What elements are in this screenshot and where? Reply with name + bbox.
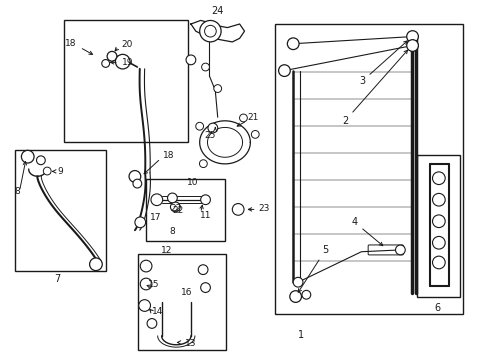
Text: 23: 23 <box>258 204 269 213</box>
Circle shape <box>207 123 217 133</box>
Text: 10: 10 <box>186 178 198 187</box>
Text: 7: 7 <box>55 274 61 284</box>
Circle shape <box>167 193 177 203</box>
Text: 25: 25 <box>203 131 215 140</box>
Circle shape <box>199 160 207 167</box>
Circle shape <box>204 25 216 37</box>
Text: 15: 15 <box>148 280 159 289</box>
Text: 12: 12 <box>161 246 172 255</box>
Circle shape <box>151 194 163 206</box>
Circle shape <box>37 156 45 165</box>
Circle shape <box>239 114 247 122</box>
Circle shape <box>287 38 299 50</box>
Text: 14: 14 <box>152 307 163 316</box>
Circle shape <box>432 237 444 249</box>
Text: 11: 11 <box>199 211 211 220</box>
Circle shape <box>406 40 418 51</box>
Text: 6: 6 <box>434 303 440 313</box>
Circle shape <box>107 51 117 61</box>
Circle shape <box>395 245 405 255</box>
Circle shape <box>135 217 145 228</box>
Text: 13: 13 <box>184 339 196 348</box>
Text: 3: 3 <box>358 41 407 86</box>
Circle shape <box>43 167 51 175</box>
Circle shape <box>185 55 195 65</box>
Text: 4: 4 <box>351 217 382 246</box>
Text: 8: 8 <box>169 227 174 236</box>
Text: 21: 21 <box>246 113 258 122</box>
Bar <box>146 179 224 241</box>
Circle shape <box>432 193 444 206</box>
Circle shape <box>432 215 444 228</box>
Text: 22: 22 <box>172 206 183 215</box>
Circle shape <box>139 300 150 311</box>
Bar <box>275 24 462 315</box>
Circle shape <box>200 283 210 292</box>
Bar <box>64 21 188 142</box>
Circle shape <box>133 179 142 188</box>
FancyBboxPatch shape <box>367 245 403 255</box>
Text: 18: 18 <box>65 39 77 48</box>
Text: 19: 19 <box>122 58 133 67</box>
Circle shape <box>102 59 109 67</box>
Text: 22: 22 <box>170 204 182 213</box>
Circle shape <box>147 319 157 328</box>
Circle shape <box>140 278 152 290</box>
Circle shape <box>140 260 152 272</box>
Text: 1: 1 <box>298 330 304 340</box>
Circle shape <box>406 31 418 42</box>
Text: 2: 2 <box>341 50 407 126</box>
Text: 9: 9 <box>57 167 62 176</box>
Text: 16: 16 <box>181 288 192 297</box>
Text: 18: 18 <box>163 151 174 160</box>
Circle shape <box>251 130 259 138</box>
Circle shape <box>278 65 290 76</box>
Circle shape <box>129 171 141 182</box>
Text: 17: 17 <box>150 213 161 222</box>
Text: 8: 8 <box>15 187 20 196</box>
Circle shape <box>198 265 207 275</box>
Circle shape <box>432 172 444 185</box>
Circle shape <box>293 277 303 287</box>
Text: 24: 24 <box>211 6 223 16</box>
Bar <box>138 253 225 350</box>
Circle shape <box>115 54 130 69</box>
Text: 5: 5 <box>298 245 328 292</box>
Circle shape <box>302 291 310 299</box>
Circle shape <box>232 203 244 215</box>
Circle shape <box>195 122 203 130</box>
Circle shape <box>213 85 221 93</box>
Text: 20: 20 <box>122 40 133 49</box>
Circle shape <box>89 258 102 271</box>
Bar <box>417 155 459 297</box>
Bar <box>15 149 105 271</box>
Circle shape <box>199 21 221 42</box>
Circle shape <box>432 256 444 269</box>
Circle shape <box>21 150 34 163</box>
Circle shape <box>170 202 180 212</box>
Circle shape <box>289 291 301 302</box>
Circle shape <box>201 63 209 71</box>
Circle shape <box>200 195 210 204</box>
